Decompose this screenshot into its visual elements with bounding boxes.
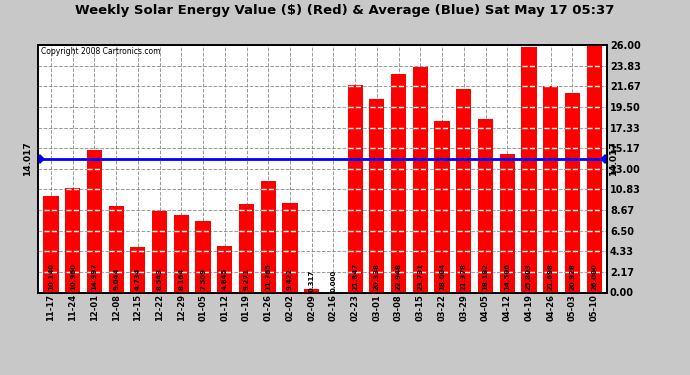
Text: 11.765: 11.765 — [265, 263, 271, 290]
Bar — [304, 290, 319, 292]
Bar — [500, 154, 515, 292]
Text: 18.182: 18.182 — [482, 262, 489, 290]
Bar — [565, 93, 580, 292]
Text: 20.338: 20.338 — [374, 262, 380, 290]
Text: 9.271: 9.271 — [244, 267, 250, 290]
Text: 21.378: 21.378 — [461, 262, 467, 290]
Text: 20.928: 20.928 — [569, 263, 575, 290]
Text: 18.004: 18.004 — [439, 262, 445, 290]
Text: 23.731: 23.731 — [417, 262, 424, 290]
Bar — [456, 89, 471, 292]
Text: 25.803: 25.803 — [526, 263, 532, 290]
Bar — [543, 86, 558, 292]
Bar — [217, 246, 233, 292]
Text: 0.000: 0.000 — [331, 269, 337, 291]
Text: 21.698: 21.698 — [548, 263, 553, 290]
Text: 10.960: 10.960 — [70, 262, 76, 290]
Text: 14.997: 14.997 — [92, 262, 97, 290]
Text: 21.847: 21.847 — [352, 262, 358, 290]
Bar — [522, 47, 537, 292]
Text: 4.734: 4.734 — [135, 267, 141, 290]
Text: 0.317: 0.317 — [308, 269, 315, 291]
Bar — [130, 248, 146, 292]
Bar — [435, 121, 450, 292]
Text: Weekly Solar Energy Value ($) (Red) & Average (Blue) Sat May 17 05:37: Weekly Solar Energy Value ($) (Red) & Av… — [75, 4, 615, 17]
Bar — [391, 74, 406, 292]
Text: 14.017: 14.017 — [23, 142, 32, 177]
Text: 9.044: 9.044 — [113, 267, 119, 290]
Bar — [152, 211, 167, 292]
Bar — [239, 204, 254, 292]
Text: 8.543: 8.543 — [157, 267, 163, 290]
Bar — [108, 206, 124, 292]
Text: 10.140: 10.140 — [48, 262, 54, 290]
Bar — [348, 84, 363, 292]
Bar — [261, 180, 276, 292]
Bar — [195, 221, 210, 292]
Bar — [174, 215, 189, 292]
Text: 4.845: 4.845 — [221, 267, 228, 290]
Text: 14.506: 14.506 — [504, 262, 511, 290]
Text: 7.509: 7.509 — [200, 267, 206, 290]
Text: 8.164: 8.164 — [178, 267, 184, 290]
Bar — [282, 203, 297, 292]
Text: Copyright 2008 Cartronics.com: Copyright 2008 Cartronics.com — [41, 48, 160, 57]
Bar — [65, 188, 80, 292]
Text: 26.000: 26.000 — [591, 263, 597, 290]
Bar — [369, 99, 384, 292]
Bar — [478, 119, 493, 292]
Bar — [87, 150, 102, 292]
Text: 22.948: 22.948 — [395, 262, 402, 290]
Text: 9.421: 9.421 — [287, 267, 293, 290]
Bar — [586, 45, 602, 292]
Text: 14.017: 14.017 — [609, 142, 618, 177]
Bar — [413, 67, 428, 292]
Bar — [43, 196, 59, 292]
